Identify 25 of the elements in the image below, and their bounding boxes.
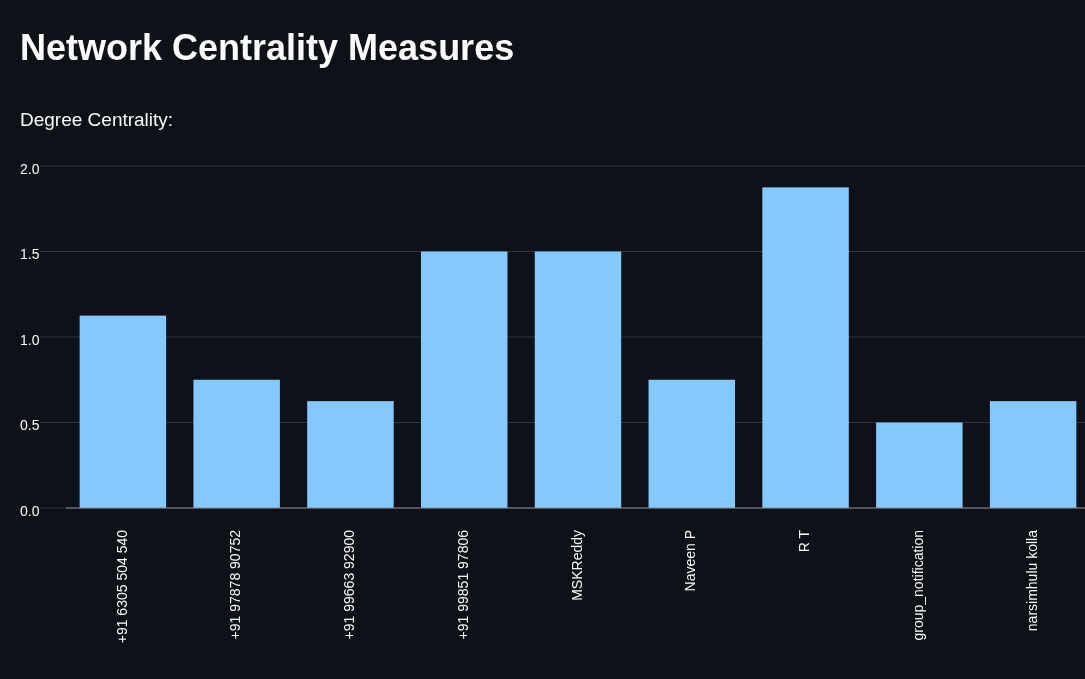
y-tick-label: 2.0 — [20, 160, 40, 177]
x-tick-label: MSKReddy — [568, 530, 585, 601]
bar — [762, 187, 849, 508]
x-tick-label: +91 99851 97806 — [454, 529, 471, 640]
x-tick-label: narsimhulu kolla — [1023, 529, 1040, 632]
chart-title: Network Centrality Measures — [20, 27, 515, 68]
y-tick-label: 0.0 — [20, 502, 40, 519]
bar — [420, 251, 508, 508]
bar — [307, 401, 394, 508]
bar — [989, 401, 1077, 508]
x-tick-label: +91 6305 504 540 — [113, 529, 130, 644]
bar — [648, 379, 736, 508]
bar — [79, 315, 167, 508]
chart-subtitle: Degree Centrality: — [20, 109, 174, 130]
y-tick-label: 1.5 — [20, 246, 40, 263]
x-tick-label: +91 97878 90752 — [227, 529, 244, 640]
x-tick-label: +91 99663 92900 — [341, 529, 358, 640]
bar — [193, 379, 280, 508]
y-tick-label: 1.0 — [20, 331, 40, 348]
bar — [534, 251, 622, 508]
x-tick-label: R T — [796, 529, 813, 553]
x-tick-label: group_notification — [910, 530, 927, 641]
bar — [876, 422, 963, 508]
x-tick-label: Naveen P — [682, 530, 699, 592]
y-tick-label: 0.5 — [20, 417, 40, 434]
